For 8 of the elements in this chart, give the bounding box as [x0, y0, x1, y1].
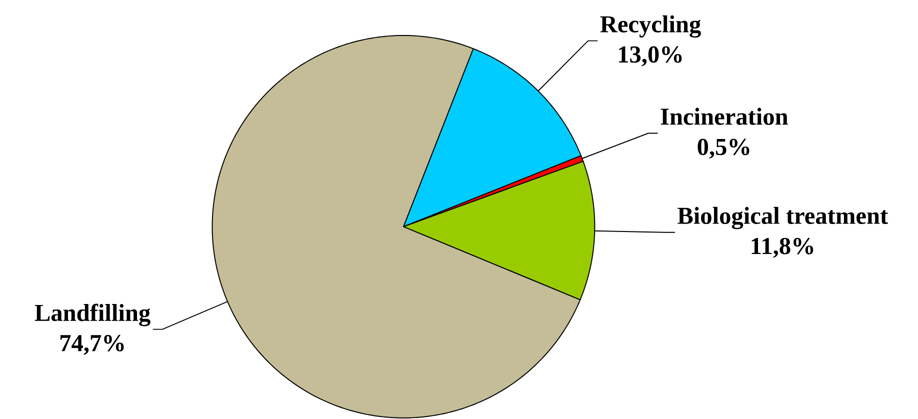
- data-label: 11,8%: [752, 238, 814, 258]
- slice-label: Biological treatment: [678, 206, 888, 230]
- data-label: 13,0%: [619, 46, 682, 66]
- slice-label: Landfilling: [34, 304, 150, 326]
- slice-label: Incineration: [660, 108, 788, 125]
- data-label: 74,7%: [60, 334, 124, 355]
- data-label: 0,5%: [698, 138, 750, 159]
- slice-label: Recycling: [600, 15, 701, 38]
